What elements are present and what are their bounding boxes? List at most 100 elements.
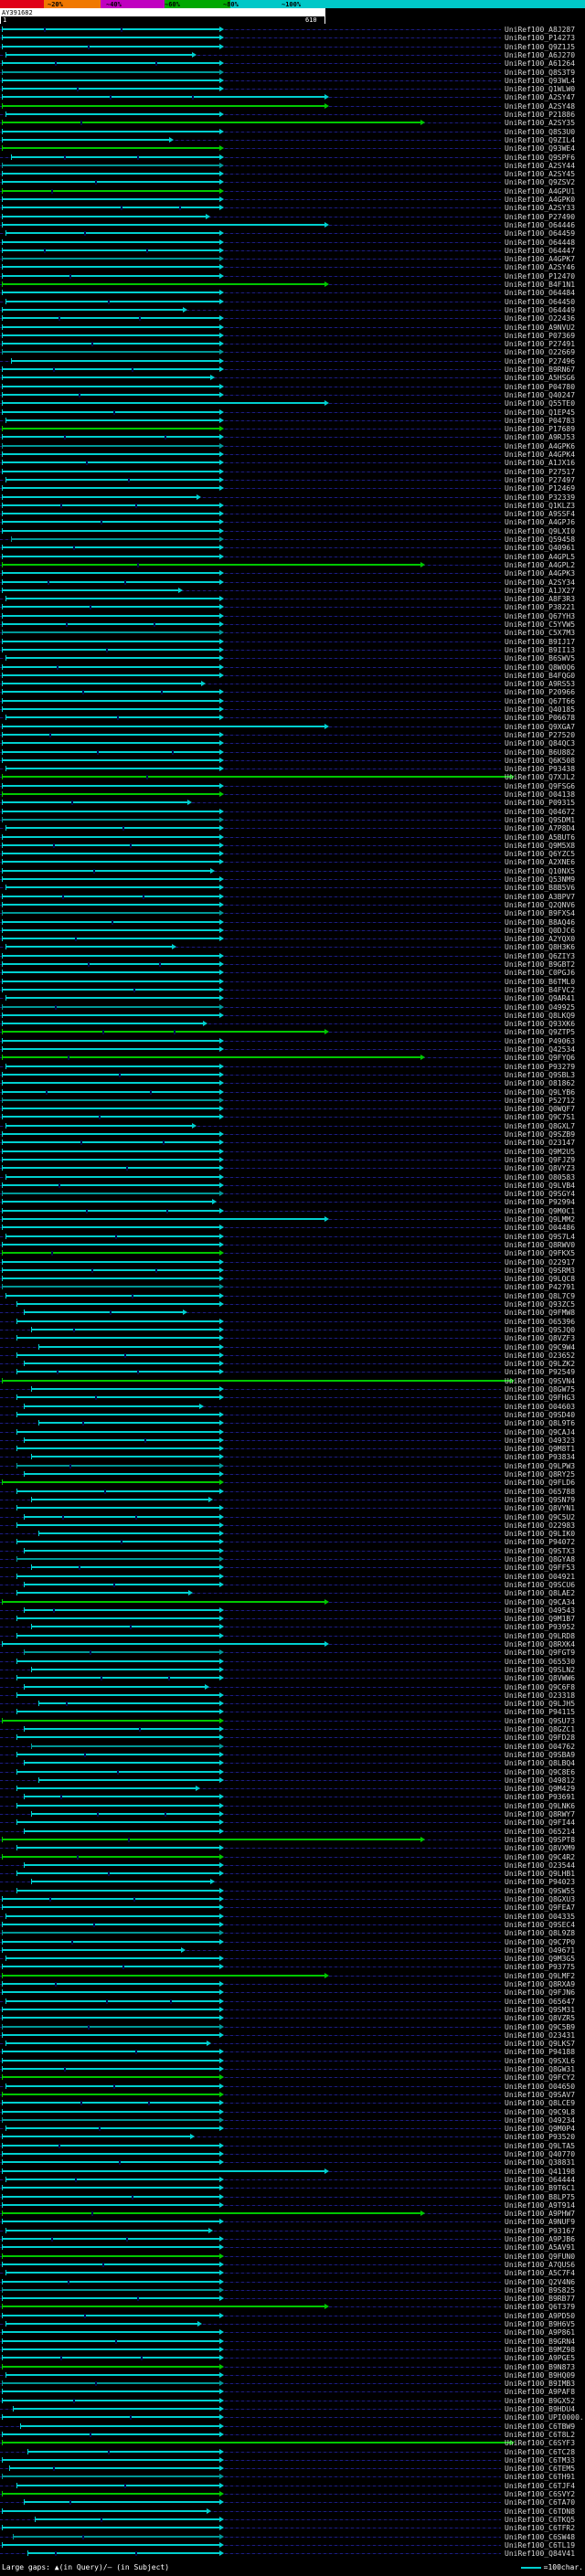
hit-line[interactable] xyxy=(24,1515,219,1518)
hit-label[interactable]: UniRef100_Q8VWW6 xyxy=(505,1674,576,1683)
hit-label[interactable]: UniRef100_O64459 xyxy=(505,229,576,239)
hit-label[interactable]: UniRef100_O04335 xyxy=(505,1912,576,1921)
hit-line[interactable] xyxy=(2,784,219,787)
hit-line[interactable] xyxy=(2,1277,219,1280)
hit-label[interactable]: UniRef100_A9RJ53 xyxy=(505,433,576,442)
hit-label[interactable]: UniRef100_A2SY47 xyxy=(505,93,576,102)
hit-line[interactable] xyxy=(2,606,219,609)
hit-label[interactable]: UniRef100_Q9LJH5 xyxy=(505,1700,576,1709)
hit-label[interactable]: UniRef100_Q9LQC8 xyxy=(505,1275,576,1284)
hit-label[interactable]: UniRef100_Q9LMM2 xyxy=(505,1215,576,1224)
hit-line[interactable] xyxy=(2,1150,219,1152)
hit-label[interactable]: UniRef100_A2SY45 xyxy=(505,170,576,179)
hit-line[interactable] xyxy=(5,478,219,481)
hit-line[interactable] xyxy=(2,1039,219,1042)
hit-label[interactable]: UniRef100_A2XNE6 xyxy=(505,858,576,867)
hit-label[interactable]: UniRef100_Q9SPF6 xyxy=(505,153,576,162)
hit-label[interactable]: UniRef100_A7P8D4 xyxy=(505,824,576,833)
hit-line[interactable] xyxy=(2,971,219,974)
hit-label[interactable]: UniRef100_Q9SCU6 xyxy=(505,1580,576,1589)
hit-line[interactable] xyxy=(16,1804,219,1807)
hit-label[interactable]: UniRef100_C5X7M3 xyxy=(505,629,576,638)
hit-line[interactable] xyxy=(5,113,219,115)
hit-label[interactable]: UniRef100_Q9SGY4 xyxy=(505,1190,576,1199)
hit-label[interactable]: UniRef100_C6TH91 xyxy=(505,2473,576,2482)
hit-label[interactable]: UniRef100_Q9FD28 xyxy=(505,1733,576,1743)
hit-line[interactable] xyxy=(2,742,219,745)
hit-label[interactable]: UniRef100_Q9SJQ0 xyxy=(505,1325,576,1334)
hit-label[interactable]: UniRef100_Q9FHG3 xyxy=(505,1394,576,1403)
hit-label[interactable]: UniRef100_P93279 xyxy=(505,1062,576,1071)
hit-line[interactable] xyxy=(2,2203,219,2206)
hit-line[interactable] xyxy=(2,1201,212,1203)
hit-label[interactable]: UniRef100_B9T6C1 xyxy=(505,2184,576,2193)
hit-label[interactable]: UniRef100_Q41198 xyxy=(505,2167,576,2176)
hit-label[interactable]: UniRef100_Q9LKS7 xyxy=(505,2040,576,2049)
hit-line[interactable] xyxy=(2,368,219,370)
hit-line[interactable] xyxy=(5,1065,219,1067)
hit-line[interactable] xyxy=(24,1796,219,1798)
hit-line[interactable] xyxy=(5,2084,219,2087)
hit-label[interactable]: UniRef100_O64444 xyxy=(505,2175,576,2184)
hit-label[interactable]: UniRef100_O04762 xyxy=(505,1742,576,1751)
hit-line[interactable] xyxy=(5,2323,197,2325)
hit-label[interactable]: UniRef100_Q8W0Q6 xyxy=(505,663,576,672)
hit-line[interactable] xyxy=(5,1914,219,1917)
hit-line[interactable] xyxy=(31,1328,219,1330)
hit-label[interactable]: UniRef100_Q0DJC6 xyxy=(505,926,576,935)
hit-line[interactable] xyxy=(5,1175,219,1178)
hit-label[interactable]: UniRef100_O65647 xyxy=(505,1997,576,2006)
hit-label[interactable]: UniRef100_Q8H3K6 xyxy=(505,943,576,952)
hit-label[interactable]: UniRef100_P92549 xyxy=(505,1368,576,1377)
hit-label[interactable]: UniRef100_Q40770 xyxy=(505,2150,576,2158)
hit-label[interactable]: UniRef100_A4GPU1 xyxy=(505,186,576,196)
hit-line[interactable] xyxy=(5,2042,207,2045)
hit-line[interactable] xyxy=(20,2424,219,2427)
hit-line[interactable] xyxy=(2,1855,219,1858)
hit-label[interactable]: UniRef100_A8F3R3 xyxy=(505,595,576,604)
hit-line[interactable] xyxy=(2,45,219,48)
hit-label[interactable]: UniRef100_Q53NM9 xyxy=(505,875,576,884)
hit-label[interactable]: UniRef100_Q93ZC5 xyxy=(505,1300,576,1309)
hit-line[interactable] xyxy=(5,419,219,421)
hit-line[interactable] xyxy=(2,1048,219,1050)
hit-line[interactable] xyxy=(2,79,219,81)
hit-line[interactable] xyxy=(31,1813,219,1815)
hit-label[interactable]: UniRef100_C6TEM5 xyxy=(505,2465,576,2474)
hit-label[interactable]: UniRef100_Q9LMF2 xyxy=(505,1971,576,1980)
hit-line[interactable] xyxy=(2,70,219,73)
hit-line[interactable] xyxy=(2,954,219,957)
hit-label[interactable]: UniRef100_A4GPK4 xyxy=(505,451,576,459)
hit-label[interactable]: UniRef100_O04138 xyxy=(505,790,576,799)
hit-line[interactable] xyxy=(2,758,219,761)
hit-label[interactable]: UniRef100_A4GPK3 xyxy=(505,569,576,578)
hit-label[interactable]: UniRef100_Q8LKQ9 xyxy=(505,1011,576,1020)
hit-label[interactable]: UniRef100_C0PGJ6 xyxy=(505,969,576,978)
hit-label[interactable]: UniRef100_O23652 xyxy=(505,1351,576,1360)
hit-label[interactable]: UniRef100_O23431 xyxy=(505,2030,576,2040)
hit-label[interactable]: UniRef100_C6SVY2 xyxy=(505,2490,576,2498)
hit-line[interactable] xyxy=(2,980,219,982)
hit-line[interactable] xyxy=(2,521,219,524)
hit-label[interactable]: UniRef100_C6TDN8 xyxy=(505,2507,576,2516)
hit-line[interactable] xyxy=(2,2068,219,2070)
hit-label[interactable]: UniRef100_Q9S7L4 xyxy=(505,1232,576,1241)
hit-line[interactable] xyxy=(2,2008,219,2010)
hit-label[interactable]: UniRef100_P94072 xyxy=(505,1538,576,1547)
hit-line[interactable] xyxy=(27,2552,219,2555)
hit-line[interactable] xyxy=(2,843,219,846)
hit-line[interactable] xyxy=(5,2178,219,2180)
hit-line[interactable] xyxy=(2,912,219,915)
hit-line[interactable] xyxy=(2,1923,219,1925)
hit-line[interactable] xyxy=(2,1974,324,1977)
hit-line[interactable] xyxy=(2,104,324,107)
hit-line[interactable] xyxy=(2,920,219,923)
hit-line[interactable] xyxy=(2,1260,219,1263)
hit-line[interactable] xyxy=(2,2314,219,2316)
hit-label[interactable]: UniRef100_P32339 xyxy=(505,493,576,502)
hit-label[interactable]: UniRef100_Q9ZTP5 xyxy=(505,1028,576,1037)
hit-line[interactable] xyxy=(2,1073,219,1076)
hit-label[interactable]: UniRef100_A9PGE5 xyxy=(505,2354,576,2363)
hit-label[interactable]: UniRef100_C6TM33 xyxy=(505,2455,576,2465)
hit-label[interactable]: UniRef100_Q9LVB4 xyxy=(505,1181,576,1190)
